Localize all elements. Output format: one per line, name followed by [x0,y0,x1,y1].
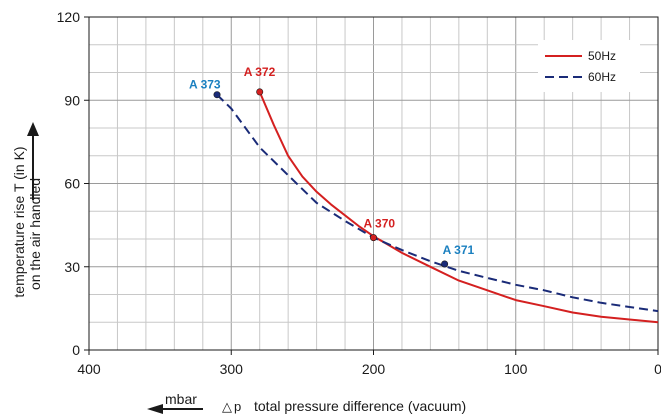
y-axis-title-line2: on the air handled [27,178,43,290]
y-axis: 0 30 60 90 120 [57,9,89,358]
legend: 50Hz 60Hz [538,40,640,92]
point-label: A 372 [244,65,276,79]
x-tick-label: 200 [362,361,386,377]
series-line-50hz [258,91,659,324]
x-axis-arrow-icon [147,404,203,414]
y-tick-label: 30 [64,259,80,275]
x-tick-label: 300 [220,361,244,377]
x-tick-label: 0 [654,361,661,377]
point-marker [213,91,221,99]
x-axis-unit: mbar [165,391,197,407]
x-tick-label: 100 [504,361,528,377]
legend-label-50hz: 50Hz [588,49,616,63]
x-axis: 400 300 200 100 0 [77,350,661,377]
y-axis-title-line1: temperature rise T (in K) [11,146,27,297]
point-label: A 371 [443,243,475,257]
y-axis-title: temperature rise T (in K) on the air han… [11,146,43,297]
x-axis-title-prefix: △p [222,399,243,414]
series-lines [216,91,659,324]
series-line-60hz [216,93,659,313]
point-label: A 373 [189,78,221,92]
x-axis-title: total pressure difference (vacuum) [254,398,466,414]
legend-label-60hz: 60Hz [588,70,616,84]
point-marker [369,234,377,242]
y-axis-arrow-icon [27,122,39,200]
point-label: A 370 [364,217,396,231]
x-tick-label: 400 [77,361,101,377]
point-marker [441,260,449,268]
point-marker [256,88,264,96]
annotations: A 373 A 372 A 370 A 371 [189,65,475,268]
y-tick-label: 90 [64,92,80,108]
y-tick-label: 120 [57,9,81,25]
y-tick-label: 60 [64,176,80,192]
y-tick-label: 0 [72,342,80,358]
